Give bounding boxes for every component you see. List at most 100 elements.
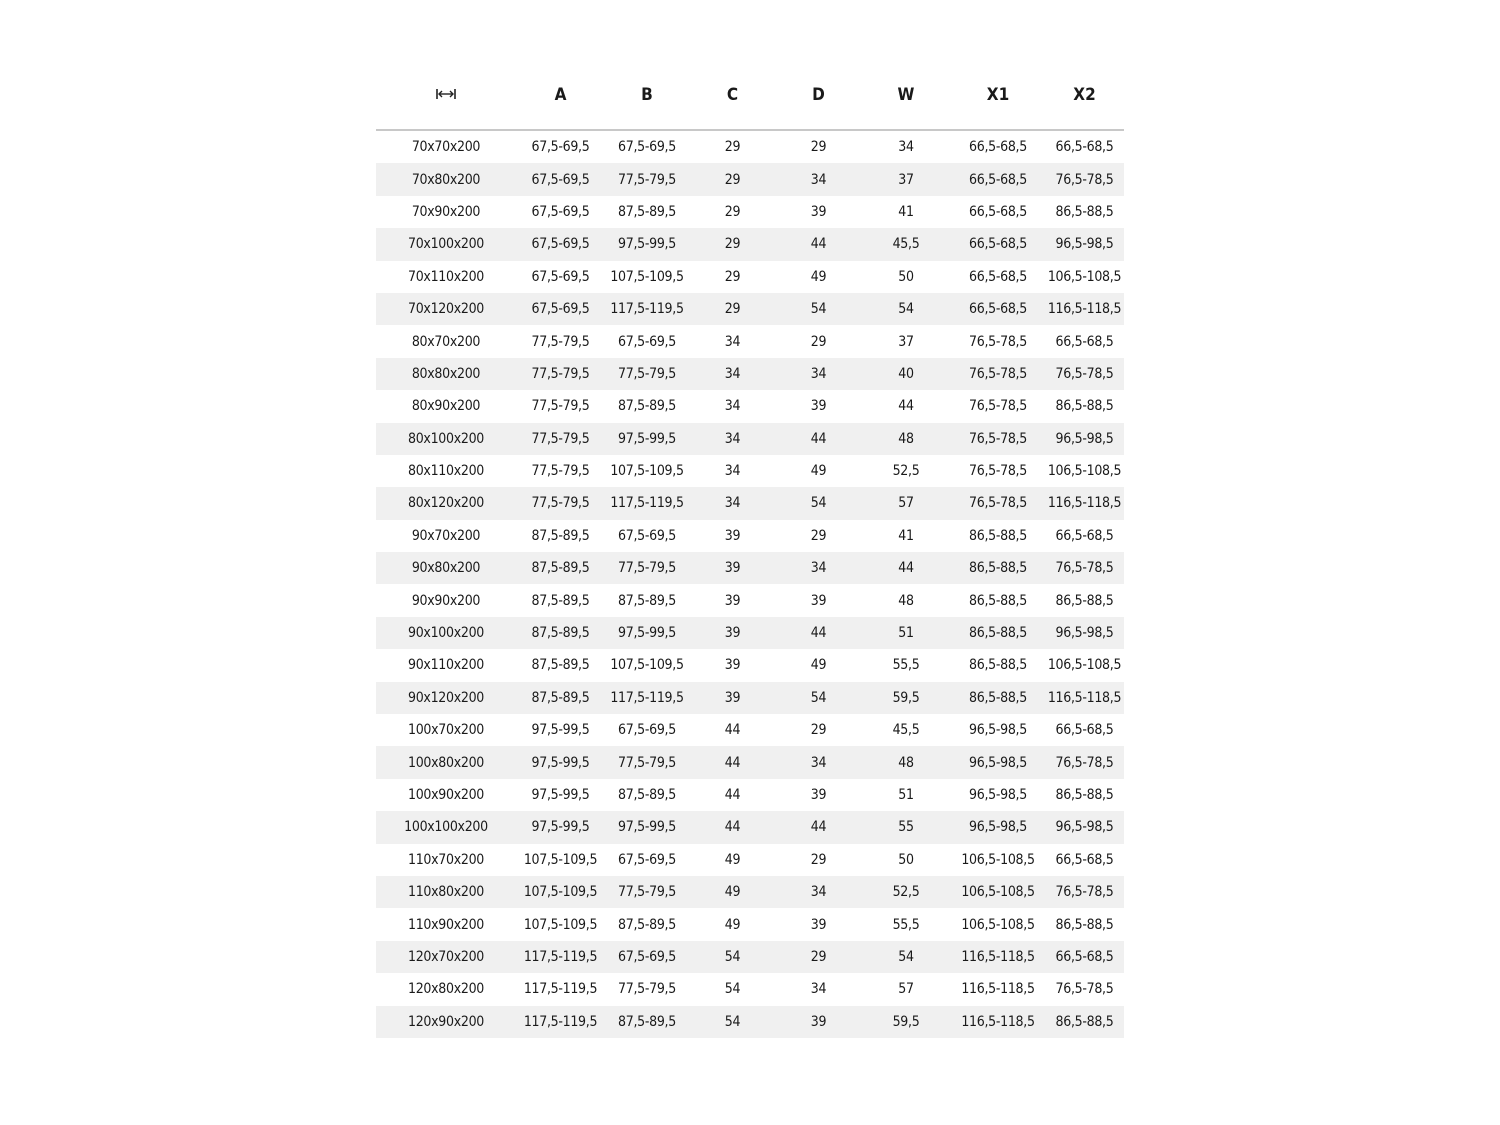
cell-a: 67,5-69,5: [531, 139, 590, 156]
cell-x1: 116,5-118,5: [951, 1005, 1045, 1038]
cell-a: 87,5-89,5: [516, 616, 605, 650]
table-row: 80x90x200 77,5-79,5 87,5-89,5 34 39 44 76,5-78…: [376, 390, 1124, 422]
cell-x2: 86,5-88,5: [1055, 787, 1114, 803]
table-row: 90x90x200 87,5-89,5 87,5-89,5 39 39 48 86,5-88…: [376, 584, 1124, 616]
cell-a: 77,5-79,5: [516, 357, 605, 391]
cell-d: 34: [776, 875, 861, 909]
cell-size: 70x100x200: [376, 228, 516, 261]
cell-x1: 76,5-78,5: [951, 487, 1045, 520]
table-row: 70x70x200 67,5-69,5 67,5-69,5 29 29 34 66,5-68…: [376, 130, 1124, 163]
cell-w: 54: [861, 940, 951, 974]
cell-x2: 76,5-78,5: [1045, 357, 1124, 391]
cell-d: 34: [776, 357, 861, 391]
cell-c: 29: [689, 163, 776, 196]
cell-b: 77,5-79,5: [605, 552, 689, 585]
cell-w: 37: [898, 333, 914, 350]
cell-d: 44: [776, 811, 861, 844]
cell-x1: 76,5-78,5: [969, 333, 1027, 350]
cell-x1: 66,5-68,5: [951, 292, 1045, 326]
cell-a: 97,5-99,5: [516, 811, 605, 844]
table-row: 100x100x200 97,5-99,5 97,5-99,5 44 44 55 96,5-…: [376, 811, 1124, 844]
cell-size: 70x70x200: [411, 139, 481, 156]
cell-b: 87,5-89,5: [605, 1005, 689, 1038]
cell-size: 120x80x200: [408, 981, 484, 998]
cell-x2: 66,5-68,5: [1055, 527, 1114, 544]
cell-b: 87,5-89,5: [618, 592, 676, 609]
table-row: 70x120x200 67,5-69,5 117,5-119,5 29 54 54 66,5…: [376, 292, 1124, 326]
cell-d: 44: [776, 422, 861, 455]
cell-b: 117,5-119,5: [605, 487, 689, 520]
column-header-a: A: [516, 60, 605, 131]
cell-x1: 66,5-68,5: [951, 228, 1045, 261]
cell-d: 49: [810, 463, 827, 480]
width-arrows-icon: [436, 88, 456, 99]
cell-x1: 106,5-108,5: [961, 851, 1035, 868]
cell-w: 55,5: [892, 916, 920, 933]
cell-a: 117,5-119,5: [516, 1005, 605, 1038]
cell-x2: 116,5-118,5: [1045, 487, 1124, 520]
cell-c: 34: [724, 463, 741, 480]
cell-c: 34: [689, 487, 776, 520]
cell-x2: 86,5-88,5: [1055, 916, 1114, 933]
cell-x1: 86,5-88,5: [951, 616, 1045, 650]
cell-w: 45,5: [861, 228, 951, 261]
cell-c: 49: [724, 916, 741, 933]
cell-b: 87,5-89,5: [618, 203, 676, 220]
size-header: [376, 60, 516, 131]
table-row: 80x80x200 77,5-79,5 77,5-79,5 34 34 40 76,5-78…: [376, 357, 1124, 391]
cell-b: 97,5-99,5: [605, 228, 689, 261]
cell-x1: 86,5-88,5: [969, 657, 1027, 674]
column-header-x1: X1: [951, 60, 1045, 131]
cell-c: 54: [689, 1005, 776, 1038]
cell-x1: 76,5-78,5: [951, 357, 1045, 391]
cell-size: 90x80x200: [376, 552, 516, 585]
cell-size: 120x70x200: [376, 940, 516, 974]
cell-w: 41: [898, 527, 914, 544]
cell-d: 49: [810, 268, 827, 285]
cell-x2: 106,5-108,5: [1047, 463, 1122, 480]
cell-a: 87,5-89,5: [531, 592, 590, 609]
cell-b: 107,5-109,5: [610, 657, 684, 674]
cell-w: 59,5: [861, 1005, 951, 1038]
cell-c: 29: [724, 203, 741, 220]
cell-c: 49: [689, 875, 776, 909]
cell-a: 67,5-69,5: [516, 228, 605, 261]
cell-b: 77,5-79,5: [605, 163, 689, 196]
table-row: 90x110x200 87,5-89,5 107,5-109,5 39 49 55,5 86…: [376, 649, 1124, 681]
cell-x1: 66,5-68,5: [951, 163, 1045, 196]
cell-x1: 86,5-88,5: [951, 552, 1045, 585]
cell-b: 67,5-69,5: [605, 940, 689, 974]
cell-a: 107,5-109,5: [523, 916, 598, 933]
cell-size: 80x120x200: [376, 487, 516, 520]
cell-c: 34: [689, 357, 776, 391]
table-row: 90x70x200 87,5-89,5 67,5-69,5 39 29 41 86,5-88…: [376, 520, 1124, 552]
table-row: 110x80x200 107,5-109,5 77,5-79,5 49 34 52,5 10…: [376, 875, 1124, 909]
cell-b: 97,5-99,5: [605, 811, 689, 844]
cell-x2: 116,5-118,5: [1045, 292, 1124, 326]
cell-d: 34: [776, 552, 861, 585]
cell-size: 110x90x200: [408, 916, 484, 933]
cell-d: 54: [776, 681, 861, 715]
cell-b: 67,5-69,5: [618, 851, 676, 868]
cell-d: 39: [810, 787, 827, 803]
cell-w: 44: [861, 552, 951, 585]
cell-x2: 86,5-88,5: [1055, 203, 1114, 220]
cell-a: 87,5-89,5: [531, 657, 590, 674]
cell-w: 50: [898, 268, 914, 285]
cell-w: 45,5: [892, 722, 920, 739]
cell-d: 29: [810, 527, 827, 544]
cell-d: 44: [776, 616, 861, 650]
cell-b: 117,5-119,5: [605, 681, 689, 715]
cell-w: 51: [898, 787, 914, 803]
cell-a: 97,5-99,5: [531, 787, 590, 803]
cell-x1: 106,5-108,5: [961, 916, 1035, 933]
cell-size: 70x110x200: [408, 268, 484, 285]
table-row: 80x100x200 77,5-79,5 97,5-99,5 34 44 48 76,5-7…: [376, 422, 1124, 455]
cell-w: 40: [861, 357, 951, 391]
cell-size: 80x70x200: [411, 333, 481, 350]
table-row: 120x90x200 117,5-119,5 87,5-89,5 54 39 59,5 11…: [376, 1005, 1124, 1038]
table-row: 100x80x200 97,5-99,5 77,5-79,5 44 34 48 96,5-9…: [376, 746, 1124, 779]
cell-d: 49: [810, 657, 827, 674]
cell-w: 41: [898, 203, 914, 220]
cell-w: 52,5: [861, 875, 951, 909]
